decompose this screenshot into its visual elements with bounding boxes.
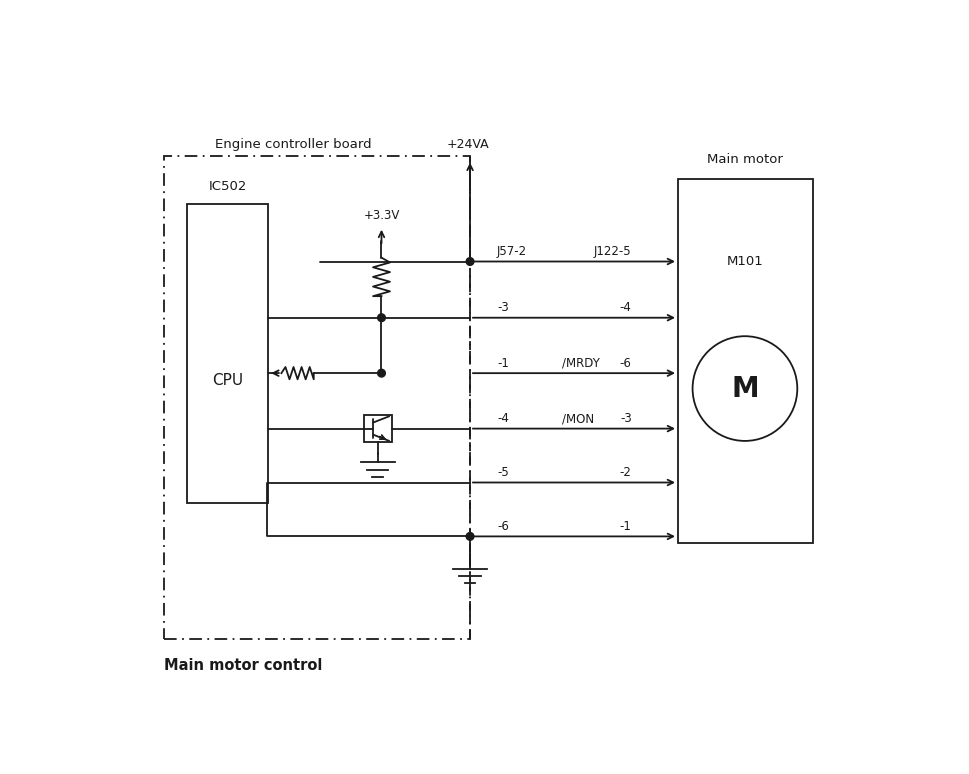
Text: +3.3V: +3.3V bbox=[363, 209, 399, 222]
Circle shape bbox=[378, 369, 386, 377]
Text: -1: -1 bbox=[497, 357, 509, 370]
Text: -3: -3 bbox=[497, 301, 509, 314]
Text: -1: -1 bbox=[620, 520, 632, 533]
Circle shape bbox=[693, 336, 797, 441]
Text: -4: -4 bbox=[497, 412, 509, 425]
Bar bbox=[678, 179, 813, 543]
Circle shape bbox=[378, 314, 386, 321]
Text: -4: -4 bbox=[620, 301, 632, 314]
Bar bbox=[363, 415, 391, 443]
Text: -6: -6 bbox=[497, 520, 509, 533]
Bar bbox=[187, 204, 268, 502]
Text: M101: M101 bbox=[727, 255, 764, 268]
Text: M: M bbox=[732, 375, 759, 402]
Bar bbox=[164, 156, 470, 639]
Text: -5: -5 bbox=[497, 466, 509, 479]
Text: J122-5: J122-5 bbox=[594, 245, 632, 258]
Text: J57-2: J57-2 bbox=[497, 245, 527, 258]
Text: +24VA: +24VA bbox=[447, 138, 489, 151]
Circle shape bbox=[466, 258, 474, 265]
Text: /MON: /MON bbox=[562, 412, 595, 425]
Text: Engine controller board: Engine controller board bbox=[215, 138, 371, 151]
Text: Main motor control: Main motor control bbox=[164, 658, 322, 673]
Text: Main motor: Main motor bbox=[707, 152, 783, 166]
Text: CPU: CPU bbox=[212, 373, 243, 389]
Text: /MRDY: /MRDY bbox=[562, 357, 601, 370]
Text: -2: -2 bbox=[620, 466, 632, 479]
Text: -6: -6 bbox=[620, 357, 632, 370]
Text: -3: -3 bbox=[620, 412, 632, 425]
Circle shape bbox=[466, 533, 474, 540]
Text: IC502: IC502 bbox=[208, 180, 247, 194]
